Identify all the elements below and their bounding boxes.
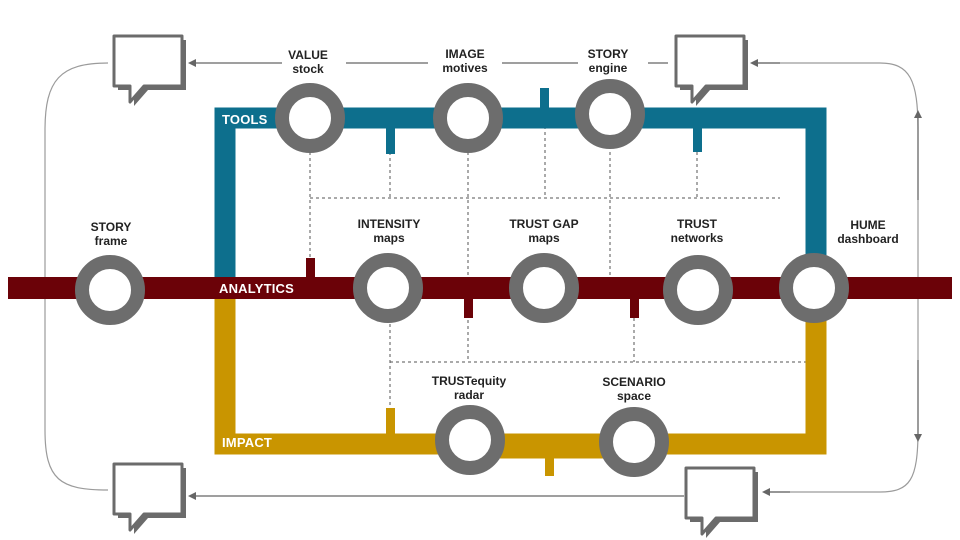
station-value-stock [275, 83, 345, 153]
impact-stub [545, 452, 554, 476]
speech-bubble-icon [112, 34, 188, 108]
impact-stub [386, 408, 395, 434]
station-trust-gap-maps [509, 253, 579, 323]
station-scenario-space [599, 407, 669, 477]
station-label-story-frame: STORY frame [90, 220, 132, 248]
analytics-line-label: ANALYTICS [219, 281, 294, 296]
station-label-image-motives: IMAGE motives [442, 47, 488, 75]
impact-line-label: IMPACT [222, 435, 273, 450]
station-hume-dashboard [779, 253, 849, 323]
speech-bubble-icon [674, 34, 750, 108]
tools-line [214, 107, 827, 288]
station-label-trust-gap-maps: TRUST GAP maps [509, 217, 579, 245]
analytics-stub [464, 296, 473, 318]
station-label-story-engine: STORY engine [587, 47, 629, 75]
station-label-intensity-maps: INTENSITY maps [357, 217, 421, 245]
station-image-motives [433, 83, 503, 153]
station-label-trust-networks: TRUST networks [670, 217, 724, 245]
station-trust-networks [663, 255, 733, 325]
station-trustequity-radar [435, 405, 505, 475]
tools-line-label: TOOLS [222, 112, 268, 127]
analytics-stub [630, 296, 639, 318]
tools-stub [386, 128, 395, 154]
station-story-frame [75, 255, 145, 325]
station-label-trustequity-radar: TRUSTequity radar [431, 374, 507, 402]
analytics-stub [306, 258, 315, 280]
station-intensity-maps [353, 253, 423, 323]
dashed-connectors [309, 108, 810, 410]
tools-stub [540, 88, 549, 110]
station-label-scenario-space: SCENARIO space [602, 375, 666, 403]
speech-bubble-icon [112, 462, 188, 536]
station-story-engine [575, 79, 645, 149]
speech-bubble-icon [684, 466, 760, 540]
station-label-value-stock: VALUE stock [288, 48, 328, 76]
station-label-hume-dashboard: HUME dashboard [837, 218, 899, 246]
tools-stub [693, 128, 702, 152]
